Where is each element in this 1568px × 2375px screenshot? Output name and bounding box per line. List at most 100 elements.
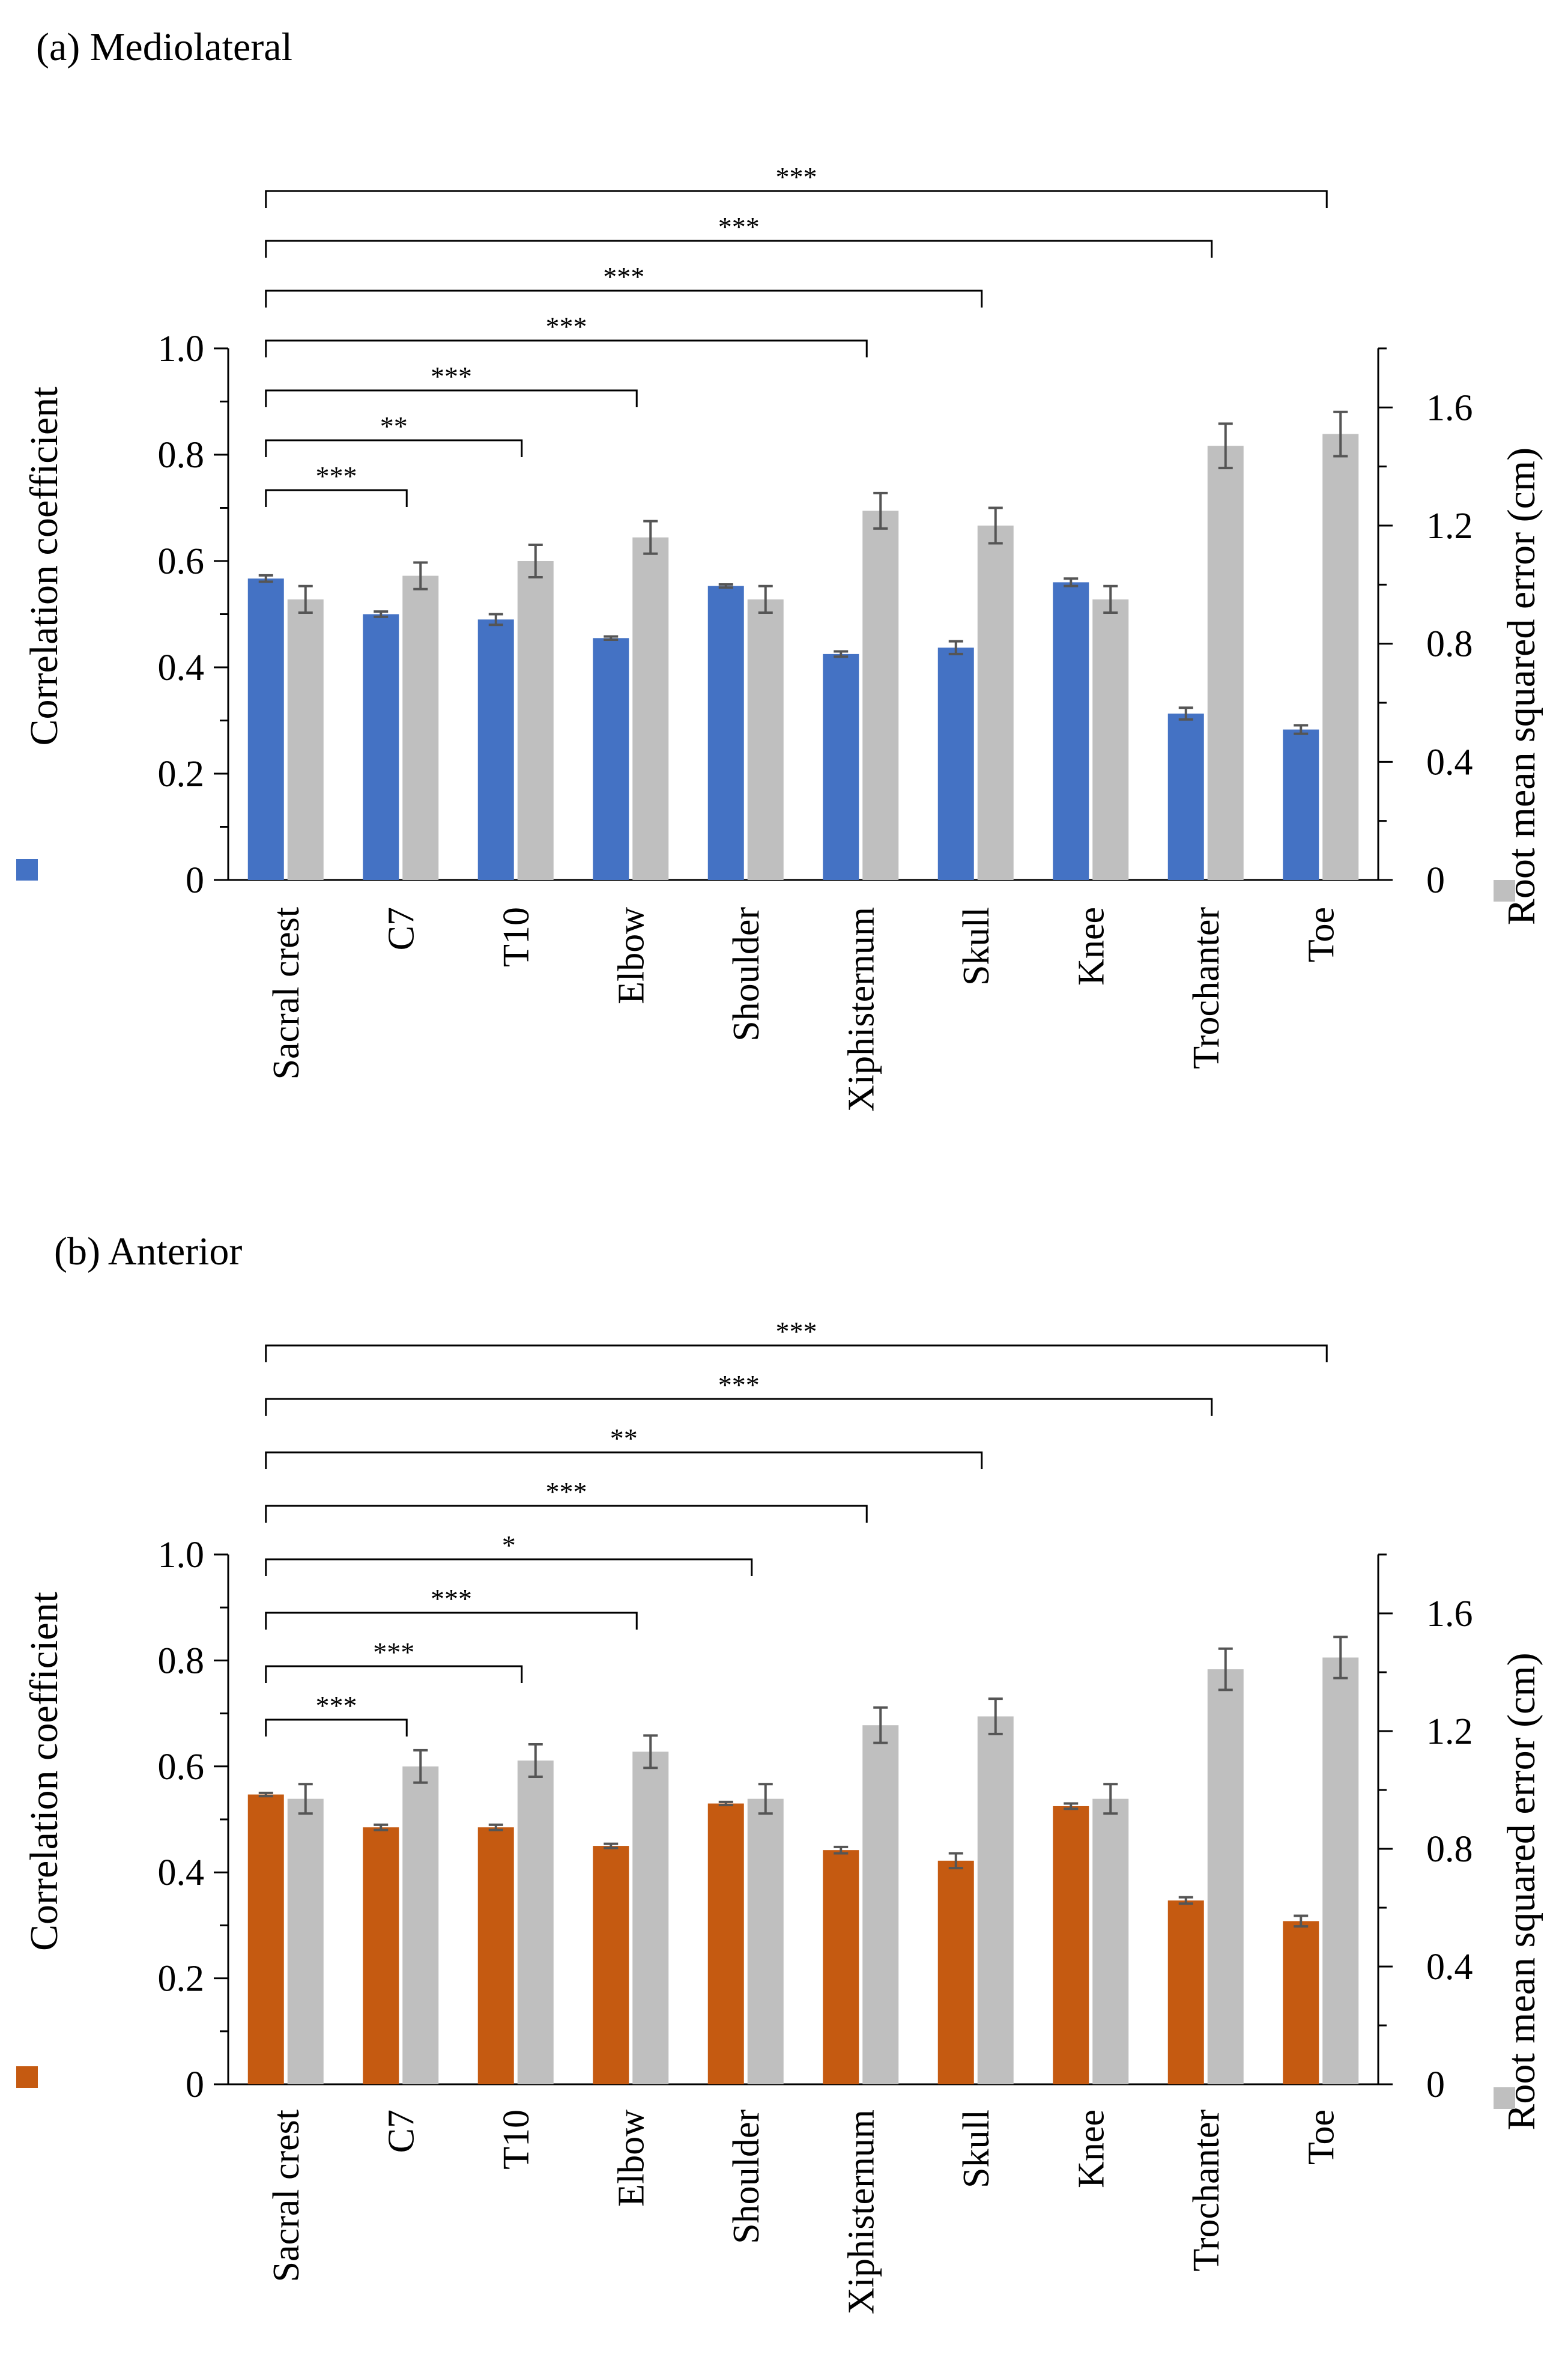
bar-rmse-skull [977,526,1014,880]
right-tick-label: 0.8 [1426,1829,1473,1870]
bar-correlation-sacral-crest [247,578,284,880]
significance-bracket-shoulder [265,1558,753,1576]
significance-label-c7: *** [316,461,357,491]
significance-label-skull: *** [603,261,644,292]
bar-rmse-elbow [632,537,669,880]
category-label-knee: Knee [1071,2110,1112,2188]
significance-label-xiphisternum: *** [546,1476,587,1507]
left-axis-label: Correlation coefficient [22,386,66,745]
bar-rmse-knee [1092,599,1129,880]
bar-correlation-trochanter [1167,1900,1204,2084]
category-label-skull: Skull [956,907,997,986]
bar-correlation-sacral-crest [247,1794,284,2084]
bar-correlation-toe [1283,1921,1319,2084]
bar-rmse-xiphisternum [862,511,899,880]
left-tick-label: 0.2 [158,1959,205,2000]
left-tick-label: 0.8 [158,1640,205,1681]
panel-title: (b) Anterior [54,1230,242,1273]
category-label-trochanter: Trochanter [1186,907,1227,1069]
bar-rmse-xiphisternum [862,1725,899,2084]
significance-bracket-c7 [265,489,408,507]
category-label-knee: Knee [1071,907,1112,986]
left-tick-label: 1.0 [158,329,205,369]
significance-label-c7: *** [316,1690,357,1721]
significance-bracket-xiphisternum [265,339,868,357]
category-label-c7: C7 [381,907,422,950]
significance-bracket-toe [265,1344,1328,1362]
bar-correlation-xiphisternum [823,1850,859,2084]
bar-rmse-trochanter [1207,1669,1244,2084]
category-label-skull: Skull [956,2110,997,2188]
significance-label-trochanter: *** [718,1369,760,1400]
legend-swatch-correlation [16,859,38,881]
significance-bracket-elbow [265,389,638,407]
right-axis-label: Root mean squared error (cm) [1500,447,1543,925]
significance-bracket-elbow [265,1612,638,1630]
right-tick-label: 0.8 [1426,624,1473,665]
left-tick-label: 0.8 [158,435,205,476]
category-label-elbow: Elbow [611,2110,652,2207]
significance-bracket-t10 [265,1665,523,1683]
bar-rmse-t10 [517,1761,554,2084]
significance-label-elbow: *** [431,1583,472,1614]
legend-swatch-rmse [1494,880,1515,902]
left-tick-label: 0.6 [158,1747,205,1788]
category-label-t10: T10 [496,907,537,967]
significance-label-t10: *** [373,1637,414,1667]
significance-bracket-skull [265,1451,983,1469]
category-label-xiphisternum: Xiphisternum [841,907,882,1112]
bar-rmse-knee [1092,1798,1129,2084]
right-tick-label: 0 [1426,860,1445,901]
left-axis-label: Correlation coefficient [22,1592,66,1951]
bar-correlation-c7 [363,614,399,880]
significance-bracket-toe [265,190,1328,208]
left-tick-label: 0 [186,860,204,901]
bar-correlation-elbow [593,1846,629,2084]
bar-rmse-shoulder [747,599,784,880]
category-label-sacral-crest: Sacral crest [266,907,307,1079]
bar-rmse-sacral-crest [287,599,324,880]
bar-correlation-elbow [593,638,629,880]
left-tick-label: 0.4 [158,648,205,688]
bar-correlation-toe [1283,729,1319,880]
bar-correlation-c7 [363,1827,399,2084]
significance-label-xiphisternum: *** [546,311,587,342]
category-label-toe: Toe [1301,2110,1342,2165]
category-label-c7: C7 [381,2110,422,2153]
right-tick-label: 0 [1426,2064,1445,2105]
category-label-shoulder: Shoulder [726,2110,767,2244]
left-tick-label: 0.6 [158,541,205,582]
panel-title: (a) Mediolateral [36,25,292,69]
bar-rmse-toe [1322,1657,1359,2084]
bar-correlation-skull [937,1860,974,2084]
left-tick-label: 0.4 [158,1852,205,1893]
legend-swatch-correlation [16,2066,38,2088]
significance-label-skull: ** [610,1423,638,1454]
right-tick-label: 1.6 [1426,387,1473,428]
significance-label-trochanter: *** [718,211,760,242]
significance-bracket-trochanter [265,240,1213,258]
bar-rmse-c7 [402,1766,439,2084]
bar-rmse-shoulder [747,1798,784,2084]
bar-rmse-c7 [402,575,439,880]
significance-bracket-t10 [265,439,523,457]
left-tick-label: 0.2 [158,754,205,795]
significance-label-toe: *** [776,1316,817,1347]
bar-correlation-skull [937,648,974,880]
right-tick-label: 1.2 [1426,506,1473,547]
bar-rmse-skull [977,1716,1014,2084]
bar-correlation-t10 [477,619,514,880]
category-label-trochanter: Trochanter [1186,2110,1227,2272]
left-tick-label: 1.0 [158,1535,205,1576]
right-tick-label: 0.4 [1426,1947,1473,1988]
significance-label-elbow: *** [431,361,472,392]
significance-bracket-c7 [265,1718,408,1737]
bar-correlation-knee [1053,1806,1089,2084]
bar-correlation-shoulder [707,586,744,880]
bar-correlation-shoulder [707,1803,744,2084]
right-axis-label: Root mean squared error (cm) [1500,1652,1543,2130]
right-tick-label: 0.4 [1426,742,1473,783]
significance-label-t10: ** [380,411,408,441]
bar-rmse-t10 [517,561,554,880]
